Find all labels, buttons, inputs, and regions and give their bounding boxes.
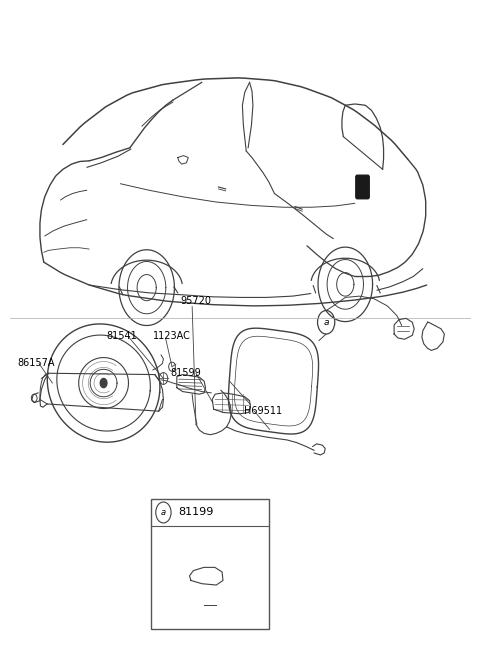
Circle shape — [100, 379, 107, 388]
FancyBboxPatch shape — [152, 498, 269, 629]
FancyBboxPatch shape — [356, 175, 369, 198]
Text: 81599: 81599 — [170, 368, 201, 378]
Text: 81199: 81199 — [178, 508, 213, 517]
Text: a: a — [161, 508, 166, 517]
Text: 86157A: 86157A — [17, 358, 55, 369]
Text: 95720: 95720 — [180, 296, 211, 307]
Text: 81541: 81541 — [106, 331, 137, 341]
Text: H69511: H69511 — [244, 406, 282, 416]
Text: a: a — [324, 318, 329, 327]
Text: 1123AC: 1123AC — [153, 331, 191, 341]
